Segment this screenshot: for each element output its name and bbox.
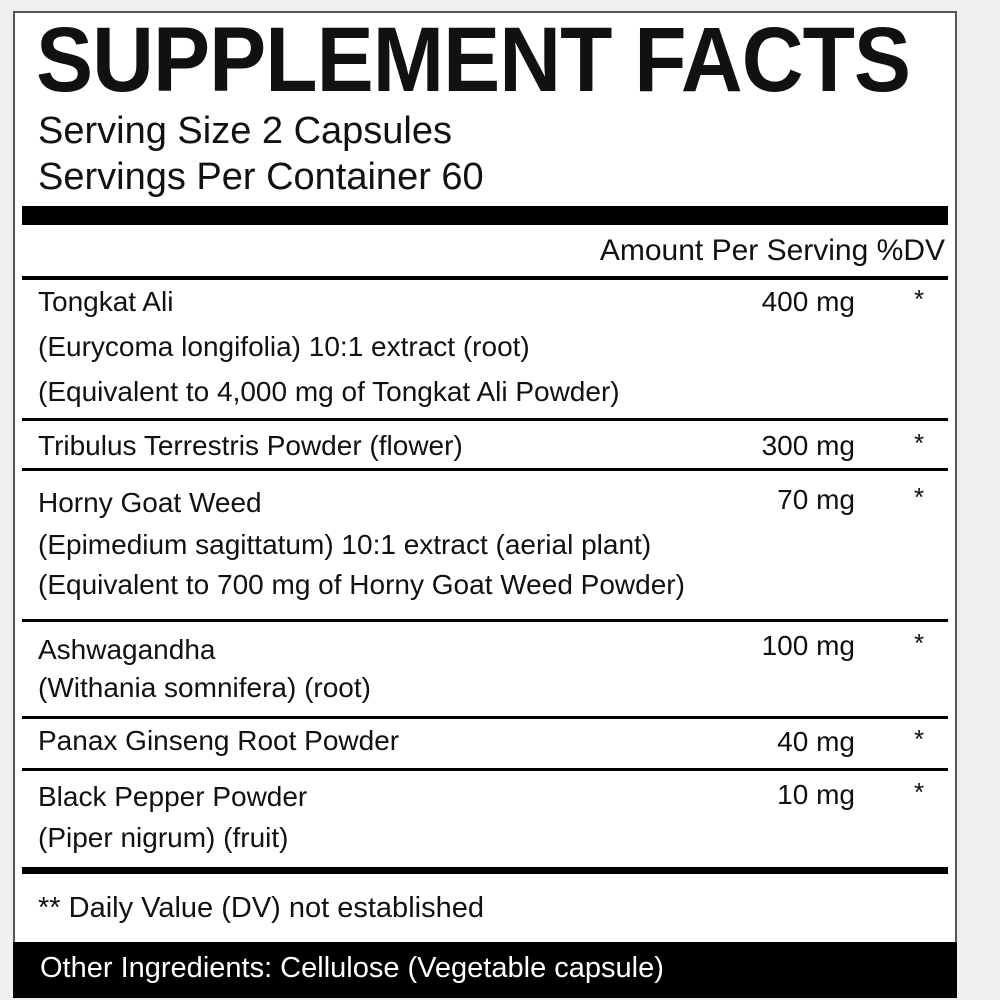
ingredient-name: Horny Goat Weed <box>38 487 262 518</box>
supplement-facts-panel <box>13 11 957 995</box>
amount-header: Amount Per Serving %DV <box>599 234 945 267</box>
ingredient-dv: * <box>914 628 925 658</box>
ingredient-detail: (Withania somnifera) (root) <box>38 672 371 703</box>
thick-divider <box>22 867 948 874</box>
title: SUPPLEMENT FACTS <box>36 9 911 111</box>
ingredient-amount: 400 mg <box>761 286 855 317</box>
ingredient-dv: * <box>914 777 925 807</box>
ingredient-detail: (Equivalent to 700 mg of Horny Goat Weed… <box>38 569 685 600</box>
row-divider <box>22 619 948 622</box>
ingredient-name: Tongkat Ali <box>38 286 174 317</box>
row-divider <box>22 716 948 719</box>
ingredient-dv: * <box>914 284 925 314</box>
ingredient-detail: (Epimedium sagittatum) 10:1 extract (aer… <box>38 529 652 560</box>
thick-divider <box>22 206 948 225</box>
row-divider <box>22 418 948 421</box>
ingredient-detail: (Equivalent to 4,000 mg of Tongkat Ali P… <box>38 376 620 407</box>
servings-per-container: Servings Per Container 60 <box>38 156 484 198</box>
row-divider <box>22 468 948 471</box>
other-ingredients: Other Ingredients: Cellulose (Vegetable … <box>40 952 664 984</box>
other-ingredients-band: Other Ingredients: Cellulose (Vegetable … <box>13 942 957 998</box>
ingredient-amount: 300 mg <box>761 430 855 461</box>
row-divider <box>22 768 948 771</box>
serving-size: Serving Size 2 Capsules <box>38 110 452 152</box>
ingredient-dv: * <box>914 428 925 458</box>
ingredient-name: Ashwagandha <box>38 634 216 665</box>
ingredient-name: Panax Ginseng Root Powder <box>38 725 400 756</box>
ingredient-amount: 10 mg <box>777 779 855 810</box>
ingredient-dv: * <box>914 724 925 754</box>
ingredient-amount: 70 mg <box>777 484 855 515</box>
ingredient-name: Tribulus Terrestris Powder (flower) <box>38 430 463 461</box>
ingredient-amount: 100 mg <box>761 630 855 661</box>
ingredient-amount: 40 mg <box>777 726 855 757</box>
ingredient-name: Black Pepper Powder <box>38 781 308 812</box>
divider <box>22 276 948 280</box>
ingredient-dv: * <box>914 482 925 512</box>
footnote: ** Daily Value (DV) not established <box>38 892 484 924</box>
ingredient-detail: (Piper nigrum) (fruit) <box>38 822 289 853</box>
ingredient-detail: (Eurycoma longifolia) 10:1 extract (root… <box>38 331 530 362</box>
